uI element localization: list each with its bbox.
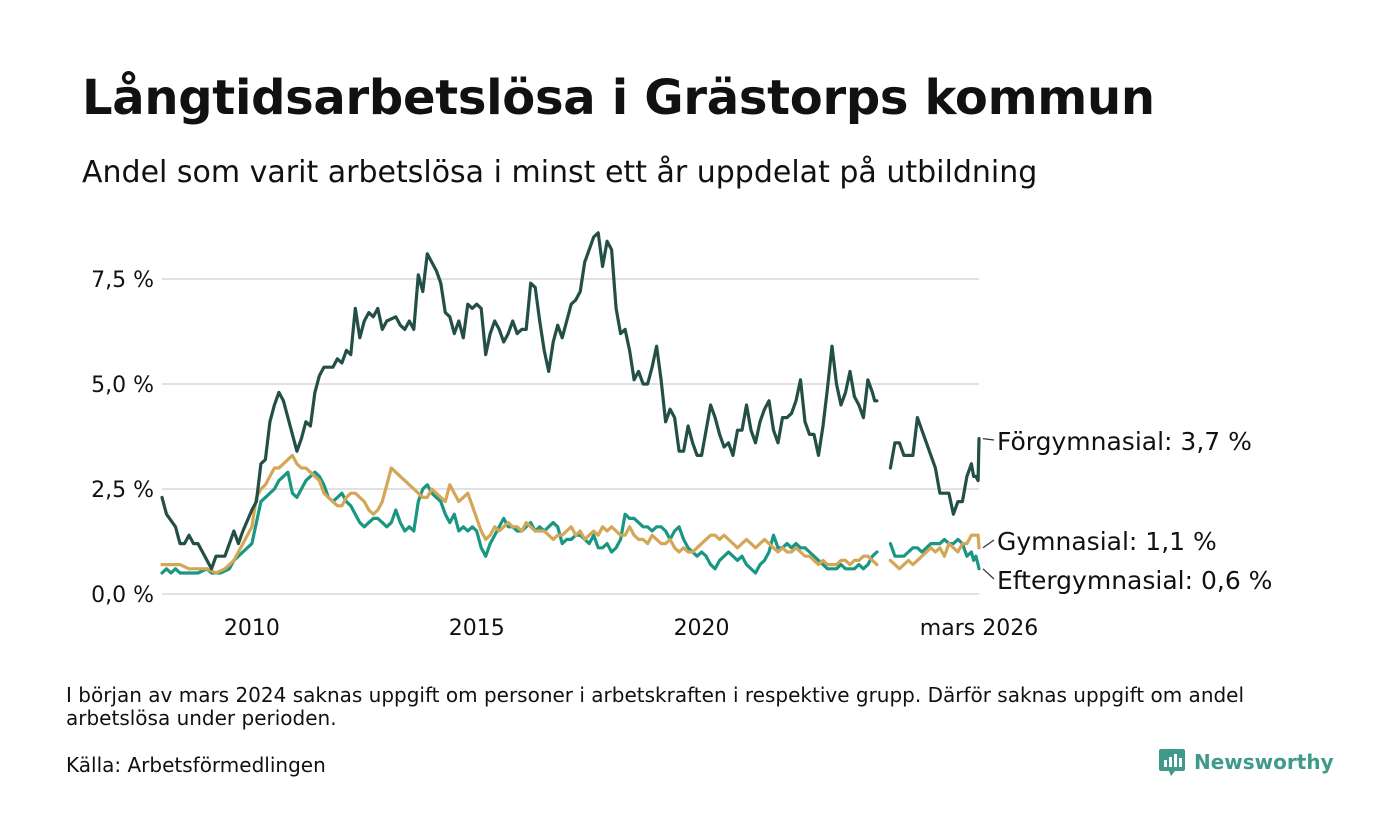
y-tick-label: 2,5 % — [91, 478, 154, 503]
label-leader-line — [982, 568, 995, 580]
brand-name: Newsworthy — [1194, 750, 1334, 774]
x-tick-label: 2020 — [674, 616, 730, 641]
series-line-after-gap-gymnasial — [888, 533, 981, 571]
chart-subtitle: Andel som varit arbetslösa i minst ett å… — [82, 155, 1038, 190]
x-tick-label: 2015 — [449, 616, 505, 641]
gridlines — [162, 278, 979, 595]
series-lines — [160, 231, 981, 575]
series-end-labels: Förgymnasial: 3,7 % Gymnasial: 1,1 % Efter… — [982, 427, 1272, 595]
y-tick-label: 5,0 % — [91, 373, 154, 398]
x-axis: 2010 2015 2020 mars 2026 — [224, 616, 1038, 641]
series-end-label: Gymnasial: 1,1 % — [997, 527, 1217, 556]
footnote: I början av mars 2024 saknas uppgift om … — [66, 683, 1245, 730]
series-end-label: Eftergymnasial: 0,6 % — [997, 566, 1272, 595]
brand-logo: Newsworthy — [1158, 747, 1334, 777]
line-chart: 0,0 % 2,5 % 5,0 % 7,5 % 2010 2015 2020 mars 20… — [91, 231, 1272, 641]
y-tick-label: 7,5 % — [91, 268, 154, 293]
x-tick-label: mars 2026 — [920, 616, 1038, 641]
x-tick-label: 2010 — [224, 616, 280, 641]
series-end-label: Förgymnasial: 3,7 % — [997, 427, 1252, 456]
newsworthy-logo-icon — [1159, 749, 1185, 776]
series-line-eftergymnasial — [160, 470, 879, 575]
series-line-gymnasial — [160, 453, 879, 575]
series-line-after-gap-frgymnasial — [888, 416, 981, 516]
series-line-after-gap-eftergymnasial — [888, 537, 981, 571]
source-note: Källa: Arbetsförmedlingen — [66, 753, 326, 777]
label-leader-line — [982, 539, 995, 549]
chart-title: Långtidsarbetslösa i Grästorps kommun — [82, 70, 1155, 126]
label-leader-line — [982, 438, 995, 441]
y-axis: 0,0 % 2,5 % 5,0 % 7,5 % — [91, 268, 154, 608]
y-tick-label: 0,0 % — [91, 583, 154, 608]
series-line-frgymnasial — [160, 231, 879, 571]
